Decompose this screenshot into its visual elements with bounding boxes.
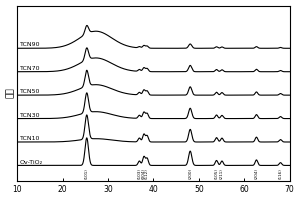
Y-axis label: 强度: 强度 [6,88,15,98]
Text: (103): (103) [137,168,141,179]
Text: TCN50: TCN50 [20,89,40,94]
Text: Ov-TiO₂: Ov-TiO₂ [20,160,43,165]
Text: TCN90: TCN90 [20,42,40,47]
Text: (004): (004) [142,168,146,179]
Text: (105): (105) [214,168,218,179]
Text: TCN70: TCN70 [20,66,40,71]
Text: TCN10: TCN10 [20,136,40,141]
Text: (204): (204) [254,168,258,179]
Text: TCN30: TCN30 [20,113,40,118]
Text: (211): (211) [220,168,224,179]
Text: (116): (116) [278,168,283,179]
Text: (112): (112) [145,168,149,179]
Text: (101): (101) [85,168,89,179]
Text: (200): (200) [188,168,192,179]
